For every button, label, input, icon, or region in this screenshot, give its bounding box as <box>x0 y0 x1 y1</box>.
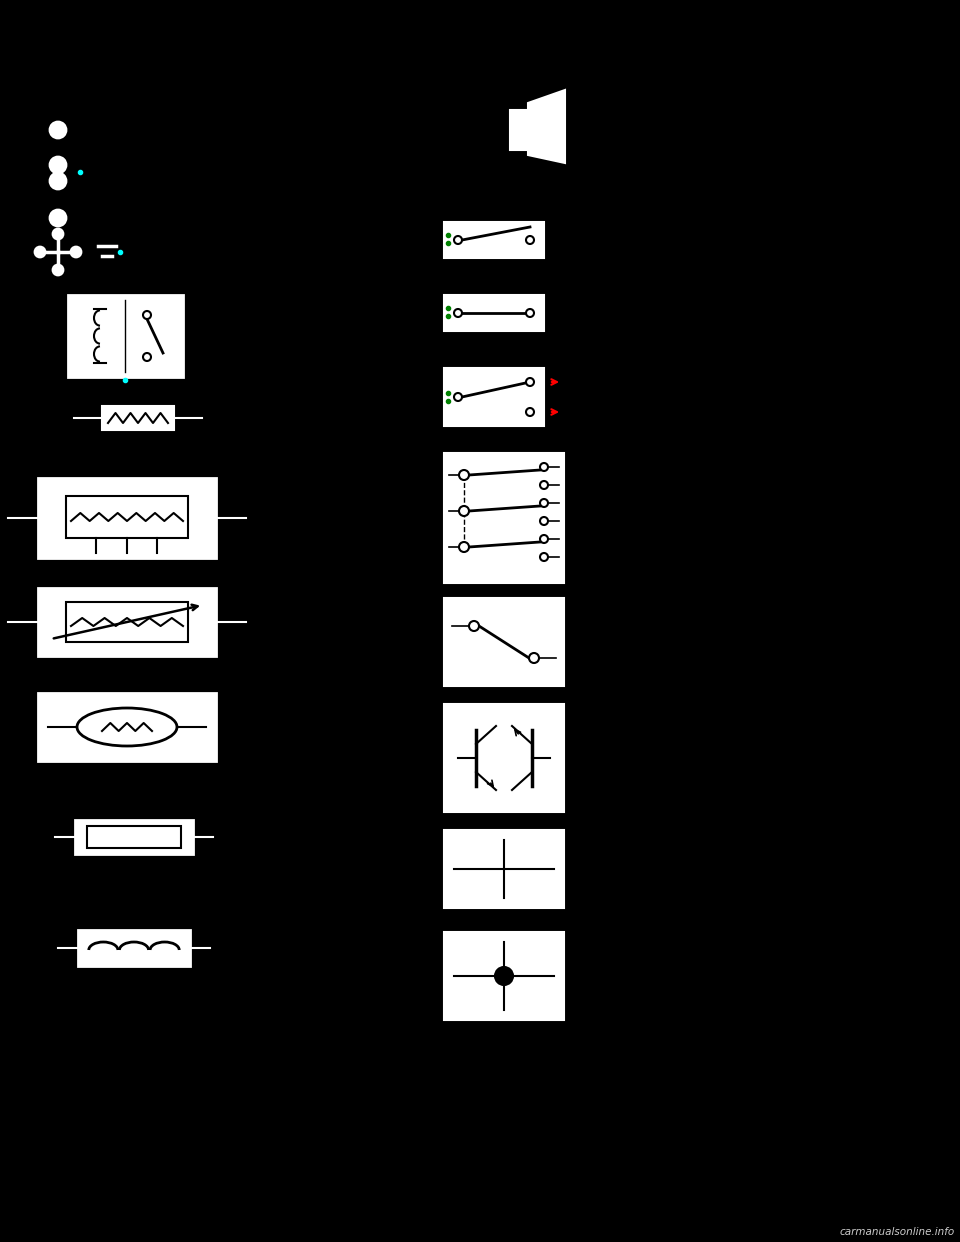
Bar <box>66 602 188 642</box>
Bar <box>68 296 183 378</box>
Circle shape <box>143 353 151 361</box>
Bar <box>87 826 181 848</box>
Text: carmanualsonline.info: carmanualsonline.info <box>840 1227 955 1237</box>
Bar <box>444 296 544 332</box>
Circle shape <box>459 542 469 551</box>
Circle shape <box>454 236 462 243</box>
Bar <box>38 693 216 761</box>
Circle shape <box>540 499 548 507</box>
Bar <box>444 368 544 426</box>
Polygon shape <box>528 89 565 163</box>
Circle shape <box>540 553 548 561</box>
Circle shape <box>540 517 548 525</box>
Circle shape <box>53 265 63 274</box>
Circle shape <box>50 156 66 173</box>
Circle shape <box>540 463 548 471</box>
Circle shape <box>50 173 66 189</box>
Circle shape <box>526 409 534 416</box>
Circle shape <box>540 535 548 543</box>
Circle shape <box>526 236 534 243</box>
Bar <box>444 932 564 1020</box>
Circle shape <box>53 229 63 238</box>
Bar <box>444 830 564 908</box>
Circle shape <box>454 309 462 317</box>
Circle shape <box>459 505 469 515</box>
Bar <box>102 406 174 430</box>
Bar <box>66 496 188 538</box>
Circle shape <box>526 378 534 386</box>
Circle shape <box>143 310 151 319</box>
Circle shape <box>454 392 462 401</box>
Circle shape <box>540 481 548 489</box>
Bar <box>510 111 528 150</box>
Circle shape <box>529 653 539 663</box>
Circle shape <box>469 621 479 631</box>
Bar <box>75 820 193 854</box>
Circle shape <box>459 469 469 479</box>
Circle shape <box>50 210 66 226</box>
Bar <box>444 453 564 582</box>
Circle shape <box>526 309 534 317</box>
Ellipse shape <box>77 708 177 746</box>
Circle shape <box>35 247 45 257</box>
Bar <box>444 597 564 686</box>
Circle shape <box>50 122 66 138</box>
Bar <box>444 222 544 258</box>
Circle shape <box>495 968 513 985</box>
Bar <box>38 587 216 656</box>
Circle shape <box>71 247 81 257</box>
Bar <box>38 478 216 558</box>
Bar <box>78 930 190 966</box>
Bar <box>444 704 564 812</box>
